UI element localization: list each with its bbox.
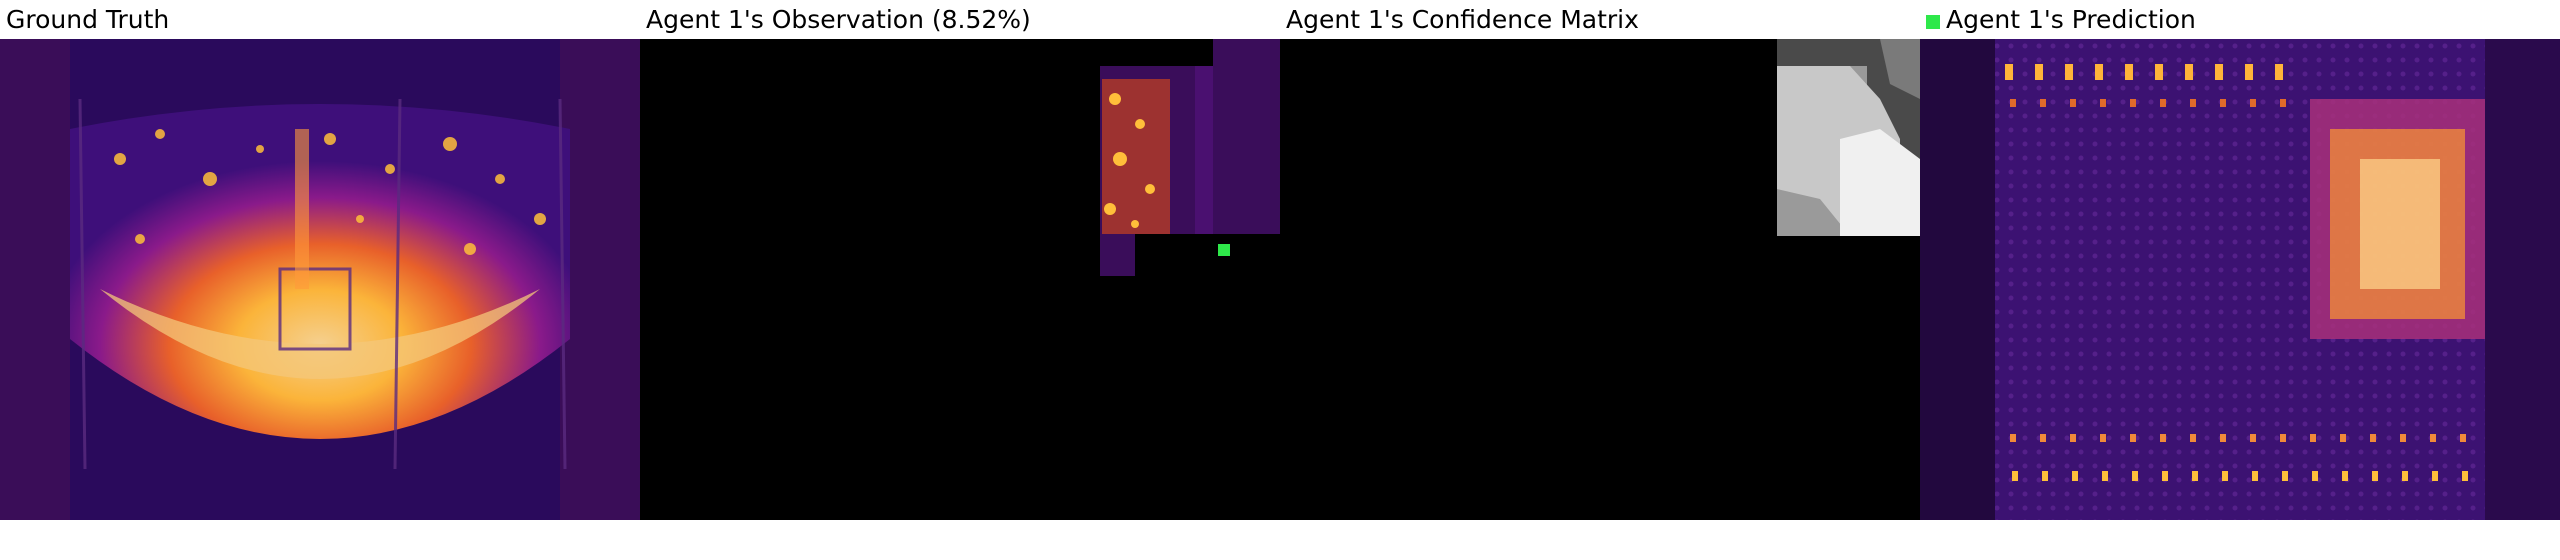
confidence-title: Agent 1's Confidence Matrix	[1286, 5, 1639, 34]
observation-image	[640, 39, 1280, 520]
agent-marker-legend-icon	[1926, 15, 1940, 29]
ground-truth-title: Ground Truth	[6, 5, 170, 34]
prediction-image	[1920, 39, 2560, 520]
ground-truth-image	[0, 39, 640, 520]
confidence-matrix-image	[1280, 39, 1920, 520]
prediction-title: Agent 1's Prediction	[1926, 4, 2196, 36]
agent-position-marker	[1218, 244, 1230, 256]
prediction-title-label: Agent 1's Prediction	[1946, 5, 2196, 34]
observation-title: Agent 1's Observation (8.52%)	[646, 5, 1031, 34]
